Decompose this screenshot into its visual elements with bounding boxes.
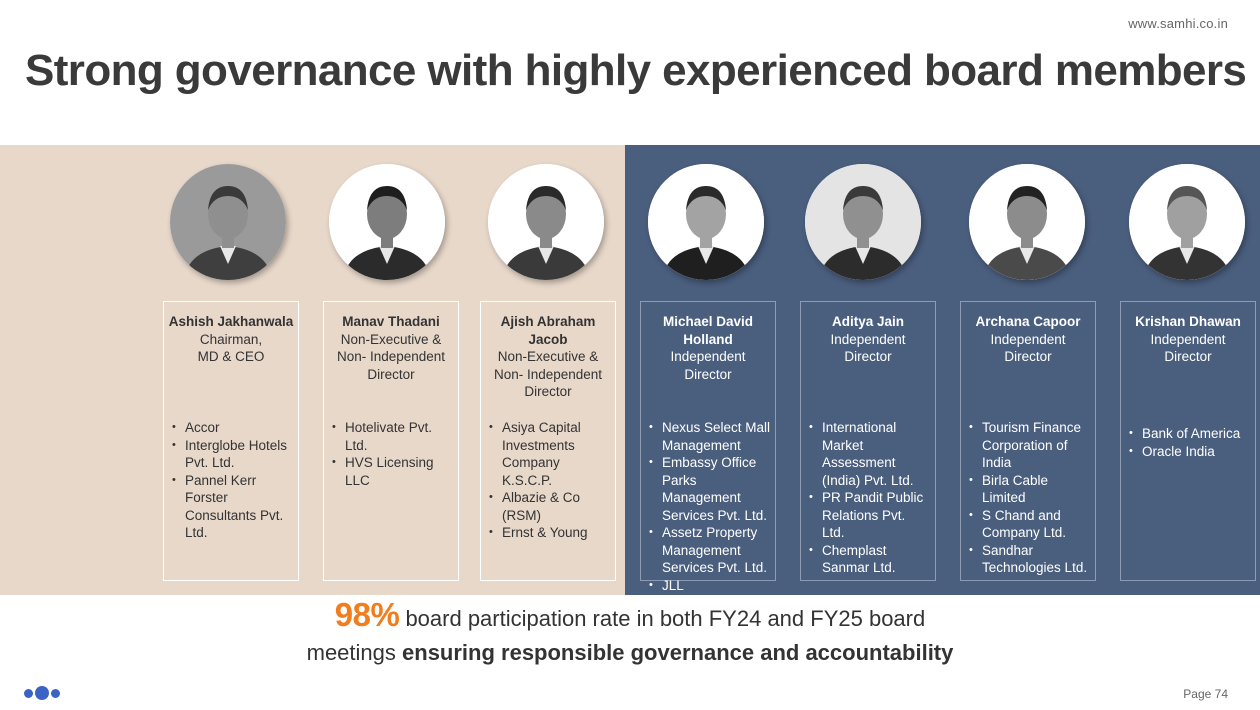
member-header: Ashish Jakhanwala Chairman, MD & CEO [168, 313, 294, 419]
website-url: www.samhi.co.in [1128, 16, 1228, 31]
member-name: Ajish Abraham Jacob [500, 314, 596, 347]
member-photo [805, 164, 921, 280]
member-name: Manav Thadani [342, 314, 440, 329]
organization-item: Birla Cable Limited [969, 472, 1091, 507]
summary-text-2: meetings [306, 640, 403, 665]
organization-item: Hotelivate Pvt. Ltd. [332, 419, 454, 454]
member-photo [488, 164, 604, 280]
member-header: Ajish Abraham Jacob Non-Executive & Non- … [485, 313, 611, 419]
member-photo [170, 164, 286, 280]
member-photo [1129, 164, 1245, 280]
organization-list: International Market Assessment (India) … [805, 419, 931, 577]
organization-item: HVS Licensing LLC [332, 454, 454, 489]
member-card: Archana Capoor Independent Director Touris… [960, 301, 1096, 581]
organization-list: Bank of AmericaOracle India [1125, 425, 1251, 460]
organization-item: Ernst & Young [489, 524, 611, 542]
member-photo [648, 164, 764, 280]
member-header: Aditya Jain Independent Director [805, 313, 931, 419]
organization-item: Tourism Finance Corporation of India [969, 419, 1091, 472]
organization-item: Albazie & Co (RSM) [489, 489, 611, 524]
member-role: Non-Executive & Non- Independent Directo… [493, 349, 603, 399]
member-role: Independent Director [990, 331, 1066, 365]
member-role: Non-Executive & Non- Independent Directo… [336, 331, 446, 382]
member-card: Krishan Dhawan Independent Director Bank o… [1120, 301, 1256, 581]
participation-summary: 98% board participation rate in both FY2… [0, 598, 1260, 670]
member-card: Manav Thadani Non-Executive & Non- Indepe… [323, 301, 459, 581]
member-header: Krishan Dhawan Independent Director [1125, 313, 1251, 419]
organization-item: S Chand and Company Ltd. [969, 507, 1091, 542]
summary-line-2: meetings ensuring responsible governance… [0, 636, 1260, 670]
member-name: Ashish Jakhanwala [168, 314, 294, 329]
organization-item: Nexus Select Mall Management [649, 419, 771, 454]
organization-list: Tourism Finance Corporation of IndiaBirl… [965, 419, 1091, 577]
organization-item: Oracle India [1129, 443, 1251, 461]
member-name: Krishan Dhawan [1135, 314, 1241, 329]
organization-item: Pannel Kerr Forster Consultants Pvt. Ltd… [172, 472, 294, 542]
member-header: Michael David Holland Independent Directo… [645, 313, 771, 419]
organization-item: International Market Assessment (India) … [809, 419, 931, 489]
summary-line-1: 98% board participation rate in both FY2… [0, 598, 1260, 636]
organization-item: Accor [172, 419, 294, 437]
page-title: Strong governance with highly experience… [25, 46, 1247, 95]
member-card: Ajish Abraham Jacob Non-Executive & Non- … [480, 301, 616, 581]
company-logo-icon [24, 685, 60, 701]
member-photo [329, 164, 445, 280]
organization-list: Hotelivate Pvt. Ltd.HVS Licensing LLC [328, 419, 454, 489]
member-header: Archana Capoor Independent Director [965, 313, 1091, 419]
member-role: Independent Director [1150, 331, 1226, 365]
member-role: Chairman, MD & CEO [197, 331, 265, 365]
member-name: Archana Capoor [975, 314, 1081, 329]
organization-list: AccorInterglobe Hotels Pvt. Ltd.Pannel K… [168, 419, 294, 542]
summary-text-1: board participation rate in both FY24 an… [399, 606, 926, 631]
organization-item: Sandhar Technologies Ltd. [969, 542, 1091, 577]
member-card: Michael David Holland Independent Directo… [640, 301, 776, 594]
member-photo [969, 164, 1085, 280]
organization-item: JLL [649, 577, 771, 595]
organization-item: Embassy Office Parks Management Services… [649, 454, 771, 524]
participation-rate: 98% [334, 596, 400, 633]
summary-text-bold: ensuring responsible governance and acco… [402, 640, 954, 665]
organization-item: Bank of America [1129, 425, 1251, 443]
organization-item: PR Pandit Public Relations Pvt. Ltd. [809, 489, 931, 542]
member-card: Ashish Jakhanwala Chairman, MD & CEO Accor… [163, 301, 299, 581]
organization-list: Asiya Capital Investments Company K.S.C.… [485, 419, 611, 542]
organization-item: Interglobe Hotels Pvt. Ltd. [172, 437, 294, 472]
organization-item: Assetz Property Management Services Pvt.… [649, 524, 771, 577]
member-role: Independent Director [670, 349, 746, 382]
organization-item: Chemplast Sanmar Ltd. [809, 542, 931, 577]
member-name: Aditya Jain [831, 314, 905, 329]
member-name: Michael David Holland [662, 314, 754, 347]
member-card: Aditya Jain Independent Director Internati… [800, 301, 936, 581]
member-header: Manav Thadani Non-Executive & Non- Indepe… [328, 313, 454, 419]
organization-item: Asiya Capital Investments Company K.S.C.… [489, 419, 611, 489]
member-role: Independent Director [830, 331, 906, 365]
organization-list: Nexus Select Mall ManagementEmbassy Offi… [645, 419, 771, 594]
page-number: Page 74 [1183, 687, 1228, 701]
